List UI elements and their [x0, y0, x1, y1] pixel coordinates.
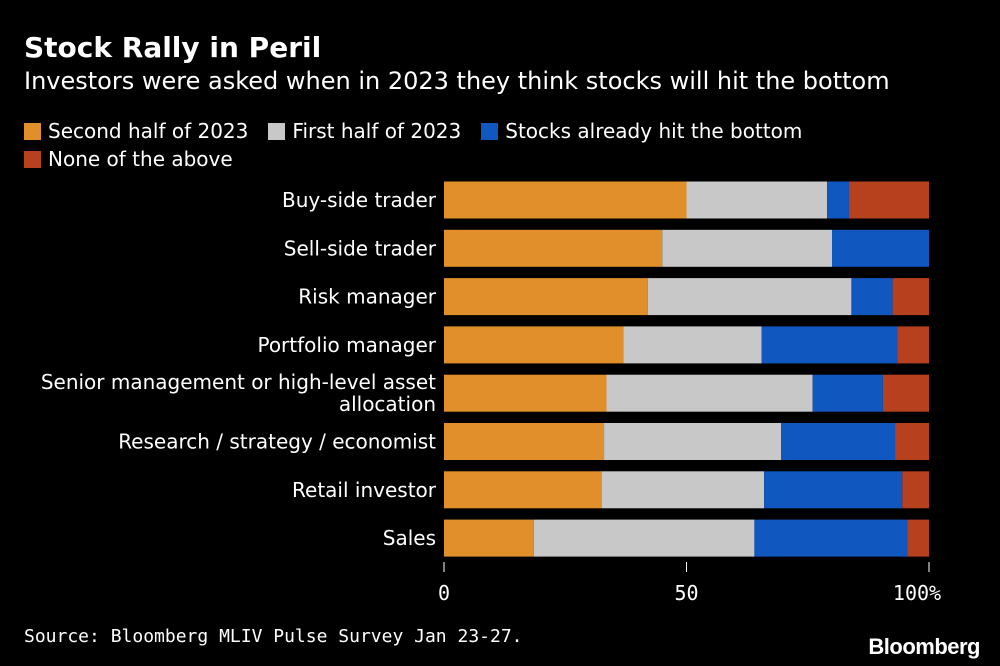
- bar-buy-side-trader-second-half-of-2023: [444, 181, 687, 219]
- bar-portfolio-manager-first-half-of-2023: [623, 326, 762, 364]
- category-label-senior-management-or-high-level-asset-allocation-line-1: Senior management or high-level asset: [41, 370, 436, 394]
- category-label-sales: Sales: [383, 526, 436, 550]
- bar-sales-first-half-of-2023: [533, 519, 755, 557]
- bar-portfolio-manager-none-of-the-above: [897, 326, 929, 364]
- legend-swatch-second-half: [24, 122, 41, 140]
- bar-retail-investor-stocks-already-hit-the-bottom: [764, 471, 903, 509]
- bar-risk-manager-none-of-the-above: [892, 278, 929, 316]
- legend-item-already-bottom: Stocks already hit the bottom: [481, 119, 802, 143]
- legend-label-first-half: First half of 2023: [292, 119, 462, 143]
- legend: Second half of 2023 First half of 2023 S…: [24, 117, 984, 173]
- bar-sales-none-of-the-above: [907, 519, 929, 557]
- legend-swatch-already-bottom: [481, 122, 499, 140]
- bar-retail-investor-second-half-of-2023: [444, 471, 602, 509]
- legend-item-first-half: First half of 2023: [268, 119, 461, 143]
- bar-research-strategy-economist-stocks-already-hit-the-bottom: [781, 423, 896, 460]
- legend-label-second-half: Second half of 2023: [48, 119, 249, 143]
- bar-research-strategy-economist-second-half-of-2023: [444, 423, 605, 460]
- bar-sell-side-trader-stocks-already-hit-the-bottom: [832, 229, 929, 267]
- bar-retail-investor-first-half-of-2023: [601, 471, 765, 509]
- legend-item-second-half: Second half of 2023: [24, 119, 248, 143]
- legend-row-2: None of the above: [24, 145, 984, 173]
- bar-senior-management-or-high-level-asset-allocation-none-of-the-above: [882, 374, 929, 412]
- legend-swatch-first-half: [268, 122, 286, 140]
- source-note: Source: Bloomberg MLIV Pulse Survey Jan …: [24, 626, 523, 647]
- bar-senior-management-or-high-level-asset-allocation-stocks-already-hit-the-bottom: [812, 374, 883, 412]
- bar-research-strategy-economist-first-half-of-2023: [604, 423, 782, 460]
- x-tick-label-0: 0: [438, 581, 450, 605]
- bloomberg-logo: Bloomberg: [868, 634, 980, 659]
- category-label-buy-side-trader: Buy-side trader: [282, 188, 437, 212]
- legend-label-already-bottom: Stocks already hit the bottom: [505, 119, 803, 143]
- legend-item-none: None of the above: [24, 147, 233, 171]
- bar-risk-manager-first-half-of-2023: [647, 278, 852, 316]
- bar-senior-management-or-high-level-asset-allocation-first-half-of-2023: [606, 374, 813, 412]
- bar-retail-investor-none-of-the-above: [902, 471, 929, 509]
- bar-buy-side-trader-stocks-already-hit-the-bottom: [827, 181, 849, 219]
- bar-senior-management-or-high-level-asset-allocation-second-half-of-2023: [444, 374, 607, 412]
- bar-risk-manager-second-half-of-2023: [444, 278, 648, 316]
- bar-research-strategy-economist-none-of-the-above: [895, 423, 929, 460]
- category-label-risk-manager: Risk manager: [298, 285, 436, 309]
- x-tick-label-50: 50: [674, 581, 698, 605]
- chart-subtitle: Investors were asked when in 2023 they t…: [24, 67, 890, 95]
- category-label-sell-side-trader: Sell-side trader: [284, 236, 437, 260]
- bar-portfolio-manager-stocks-already-hit-the-bottom: [761, 326, 898, 364]
- bar-risk-manager-stocks-already-hit-the-bottom: [851, 278, 893, 316]
- category-label-senior-management-or-high-level-asset-allocation-line-2: allocation: [339, 392, 436, 416]
- legend-label-none: None of the above: [48, 147, 233, 171]
- category-label-research-strategy-economist: Research / strategy / economist: [118, 430, 436, 454]
- bar-sales-second-half-of-2023: [444, 519, 534, 557]
- x-tick-label-100: 100%: [893, 581, 941, 605]
- bar-sell-side-trader-second-half-of-2023: [444, 229, 663, 267]
- bar-buy-side-trader-first-half-of-2023: [686, 181, 828, 219]
- bar-buy-side-trader-none-of-the-above: [848, 181, 929, 219]
- chart-title: Stock Rally in Peril: [24, 31, 322, 64]
- category-label-retail-investor: Retail investor: [292, 478, 437, 502]
- category-label-portfolio-manager: Portfolio manager: [257, 333, 436, 357]
- bar-portfolio-manager-second-half-of-2023: [444, 326, 624, 364]
- bar-sales-stocks-already-hit-the-bottom: [754, 519, 908, 557]
- legend-row-1: Second half of 2023 First half of 2023 S…: [24, 117, 984, 145]
- legend-swatch-none: [24, 150, 41, 168]
- bar-sell-side-trader-first-half-of-2023: [662, 229, 832, 267]
